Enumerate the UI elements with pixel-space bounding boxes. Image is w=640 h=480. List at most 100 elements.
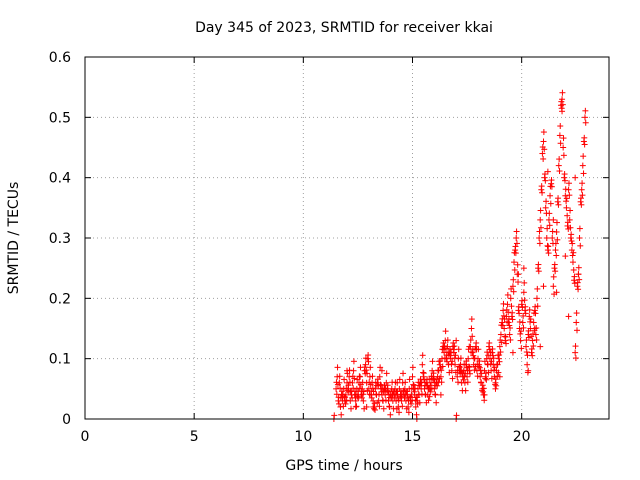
data-point — [572, 343, 579, 350]
data-point — [387, 411, 394, 418]
data-point — [506, 331, 513, 338]
data-point — [448, 367, 455, 374]
data-point — [464, 373, 471, 380]
data-point — [336, 400, 343, 407]
data-point — [555, 201, 562, 208]
data-point — [552, 247, 559, 254]
data-point — [574, 279, 581, 286]
data-point — [566, 192, 573, 199]
data-point — [563, 198, 570, 205]
data-point — [511, 266, 518, 273]
data-point — [539, 150, 546, 157]
data-point — [573, 310, 580, 317]
data-point — [565, 313, 572, 320]
data-point — [519, 304, 526, 311]
data-point — [385, 388, 392, 395]
data-point — [544, 168, 551, 175]
y-tick-label: 0.4 — [49, 171, 71, 187]
data-point — [396, 376, 403, 383]
data-point — [573, 327, 580, 334]
data-point — [544, 225, 551, 232]
data-point — [386, 403, 393, 410]
data-point — [552, 268, 559, 275]
data-point — [499, 322, 506, 329]
data-point — [432, 391, 439, 398]
data-point — [581, 141, 588, 148]
data-point — [492, 385, 499, 392]
x-tick-labels: 0 5 10 15 20 — [81, 429, 531, 445]
data-point — [376, 373, 383, 380]
data-point — [540, 138, 547, 145]
data-point — [451, 355, 458, 362]
data-point — [362, 361, 369, 368]
data-point — [350, 385, 357, 392]
data-point — [484, 361, 491, 368]
data-point — [532, 331, 539, 338]
data-point — [579, 180, 586, 187]
data-point — [540, 283, 547, 290]
x-axis-label: GPS time / hours — [285, 458, 402, 474]
data-point — [527, 318, 534, 325]
data-point — [353, 403, 360, 410]
data-point — [378, 367, 385, 374]
data-point — [560, 152, 567, 159]
data-point — [410, 382, 417, 389]
data-point — [534, 285, 541, 292]
data-point — [560, 144, 567, 151]
data-point — [532, 310, 539, 317]
data-point — [424, 382, 431, 389]
data-point — [483, 370, 490, 377]
data-point — [527, 316, 534, 323]
data-point — [582, 107, 589, 114]
data-point — [580, 153, 587, 160]
data-point — [533, 295, 540, 302]
data-point — [524, 361, 531, 368]
data-point — [461, 379, 468, 386]
data-point — [363, 367, 370, 374]
data-point — [405, 403, 412, 410]
data-point — [572, 355, 579, 362]
data-point — [581, 134, 588, 141]
data-point — [380, 405, 387, 412]
y-tick-label: 0.2 — [49, 291, 71, 307]
data-point — [541, 146, 548, 153]
data-point — [465, 355, 472, 362]
data-point — [576, 225, 583, 232]
data-point — [488, 358, 495, 365]
data-point — [444, 337, 451, 344]
data-point — [537, 216, 544, 223]
data-point — [556, 168, 563, 175]
data-point — [508, 303, 515, 310]
data-point — [474, 373, 481, 380]
data-point — [437, 391, 444, 398]
data-point — [561, 171, 568, 178]
data-point — [365, 352, 372, 359]
data-point — [380, 397, 387, 404]
data-point — [416, 399, 423, 406]
data-point — [481, 391, 488, 398]
data-point — [502, 333, 509, 340]
data-point — [552, 240, 559, 247]
data-point — [452, 352, 459, 359]
data-point — [576, 235, 583, 241]
data-point — [521, 297, 528, 304]
data-point — [372, 385, 379, 392]
axis-ticks — [84, 56, 609, 420]
data-point — [425, 397, 432, 404]
data-point — [531, 325, 538, 332]
data-point — [497, 331, 504, 338]
data-point — [486, 346, 493, 353]
data-point — [344, 367, 350, 374]
data-point — [575, 286, 582, 293]
data-point — [490, 355, 497, 362]
data-point — [357, 373, 364, 380]
data-point — [565, 180, 572, 187]
data-point — [431, 385, 438, 392]
data-point — [336, 379, 343, 386]
data-point — [341, 376, 348, 383]
data-point — [569, 252, 576, 259]
data-point — [491, 367, 498, 374]
data-point — [359, 385, 366, 392]
data-point — [551, 261, 558, 268]
